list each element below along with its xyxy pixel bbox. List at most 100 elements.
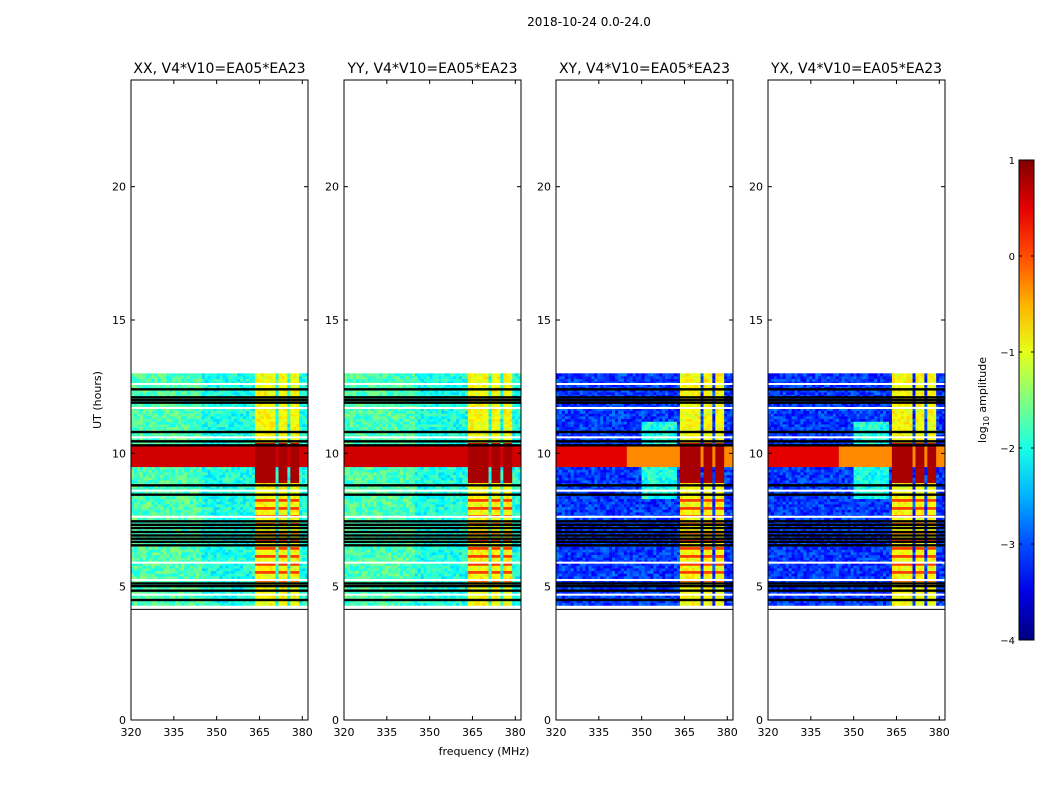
heatmap-cell <box>249 603 252 606</box>
heatmap-cell <box>234 573 237 576</box>
heatmap-cell <box>273 552 276 555</box>
heatmap-cell <box>199 427 202 430</box>
heatmap-cell <box>158 427 161 430</box>
heatmap-cell <box>175 472 178 475</box>
heatmap-cell <box>161 504 164 507</box>
heatmap-cell <box>220 464 223 467</box>
heatmap-cell <box>158 421 161 424</box>
heatmap-cell <box>131 469 134 472</box>
heatmap-cell <box>169 496 172 499</box>
heatmap-cell <box>243 448 246 451</box>
heatmap-cell <box>169 547 172 550</box>
heatmap-cell <box>205 496 208 499</box>
heatmap-cell <box>220 448 223 451</box>
heatmap-cell <box>199 469 202 472</box>
heatmap-cell <box>276 501 279 504</box>
heatmap-cell <box>299 424 302 427</box>
heatmap-cell <box>172 467 175 470</box>
heatmap-cell <box>222 472 225 475</box>
heatmap-cell <box>252 448 255 451</box>
heatmap-cell <box>240 504 243 507</box>
heatmap-cell <box>243 603 246 606</box>
heatmap-cell <box>264 469 267 472</box>
heatmap-cell <box>211 499 214 502</box>
heatmap-cell <box>237 456 240 459</box>
heatmap-cell <box>155 496 158 499</box>
heatmap-cell <box>131 571 134 574</box>
heatmap-cell <box>163 573 166 576</box>
heatmap-cell <box>252 549 255 552</box>
heatmap-cell <box>231 427 234 430</box>
heatmap-cell <box>166 499 169 502</box>
heatmap-cell <box>161 477 164 480</box>
heatmap-cell <box>267 459 270 462</box>
heatmap-cell <box>228 571 231 574</box>
heatmap-cell <box>137 424 140 427</box>
heatmap-cell <box>196 459 199 462</box>
heatmap-cell <box>287 480 290 483</box>
heatmap-cell <box>270 459 273 462</box>
heatmap-cell <box>143 576 146 579</box>
heatmap-cell <box>287 565 290 568</box>
heatmap-cell <box>228 472 231 475</box>
heatmap-cell <box>276 453 279 456</box>
heatmap-cell <box>208 547 211 550</box>
heatmap-cell <box>281 459 284 462</box>
heatmap-cell <box>134 427 137 430</box>
heatmap-cell <box>267 392 270 395</box>
heatmap-cell <box>131 480 134 483</box>
heatmap-cell <box>152 557 155 560</box>
heatmap-cell <box>158 461 161 464</box>
heatmap-cell <box>193 555 196 558</box>
heatmap-cell <box>181 512 184 515</box>
heatmap-cell <box>243 480 246 483</box>
heatmap-cell <box>220 507 223 510</box>
heatmap-cell <box>190 512 193 515</box>
heatmap-cell <box>228 568 231 571</box>
heatmap-cell <box>296 504 299 507</box>
heatmap-cell <box>163 504 166 507</box>
heatmap-cell <box>211 603 214 606</box>
heatmap-cell <box>172 501 175 504</box>
heatmap-cell <box>225 603 228 606</box>
heatmap-cell <box>163 413 166 416</box>
heatmap-cell <box>149 424 152 427</box>
heatmap-cell <box>199 392 202 395</box>
heatmap-cell <box>279 549 282 552</box>
heatmap-cell <box>140 453 143 456</box>
heatmap-cell <box>228 453 231 456</box>
heatmap-cell <box>243 501 246 504</box>
heatmap-cell <box>175 512 178 515</box>
heatmap-cell <box>152 603 155 606</box>
heatmap-cell <box>249 475 252 478</box>
heatmap-cell <box>205 472 208 475</box>
heatmap-cell <box>134 576 137 579</box>
heatmap-cell <box>140 547 143 550</box>
heatmap-cell <box>222 557 225 560</box>
heatmap-cell <box>240 453 243 456</box>
heatmap-cell <box>155 568 158 571</box>
heatmap-cell <box>187 571 190 574</box>
heatmap-cell <box>172 472 175 475</box>
heatmap-cell <box>137 464 140 467</box>
heatmap-cell <box>163 419 166 422</box>
heatmap-cell <box>199 549 202 552</box>
heatmap-cell <box>231 552 234 555</box>
heatmap-cell <box>175 565 178 568</box>
heatmap-cell <box>137 453 140 456</box>
heatmap-cell <box>175 419 178 422</box>
heatmap-cell <box>140 472 143 475</box>
heatmap-cell <box>178 451 181 454</box>
heatmap-cell <box>143 475 146 478</box>
heatmap-cell <box>287 568 290 571</box>
heatmap-cell <box>149 573 152 576</box>
heatmap-cell <box>175 451 178 454</box>
heatmap-cell <box>152 419 155 422</box>
heatmap-cell <box>243 549 246 552</box>
heatmap-cell <box>184 461 187 464</box>
heatmap-cell <box>155 507 158 510</box>
heatmap-cell <box>255 555 258 558</box>
heatmap-cell <box>296 547 299 550</box>
heatmap-cell <box>205 451 208 454</box>
heatmap-cell <box>217 453 220 456</box>
